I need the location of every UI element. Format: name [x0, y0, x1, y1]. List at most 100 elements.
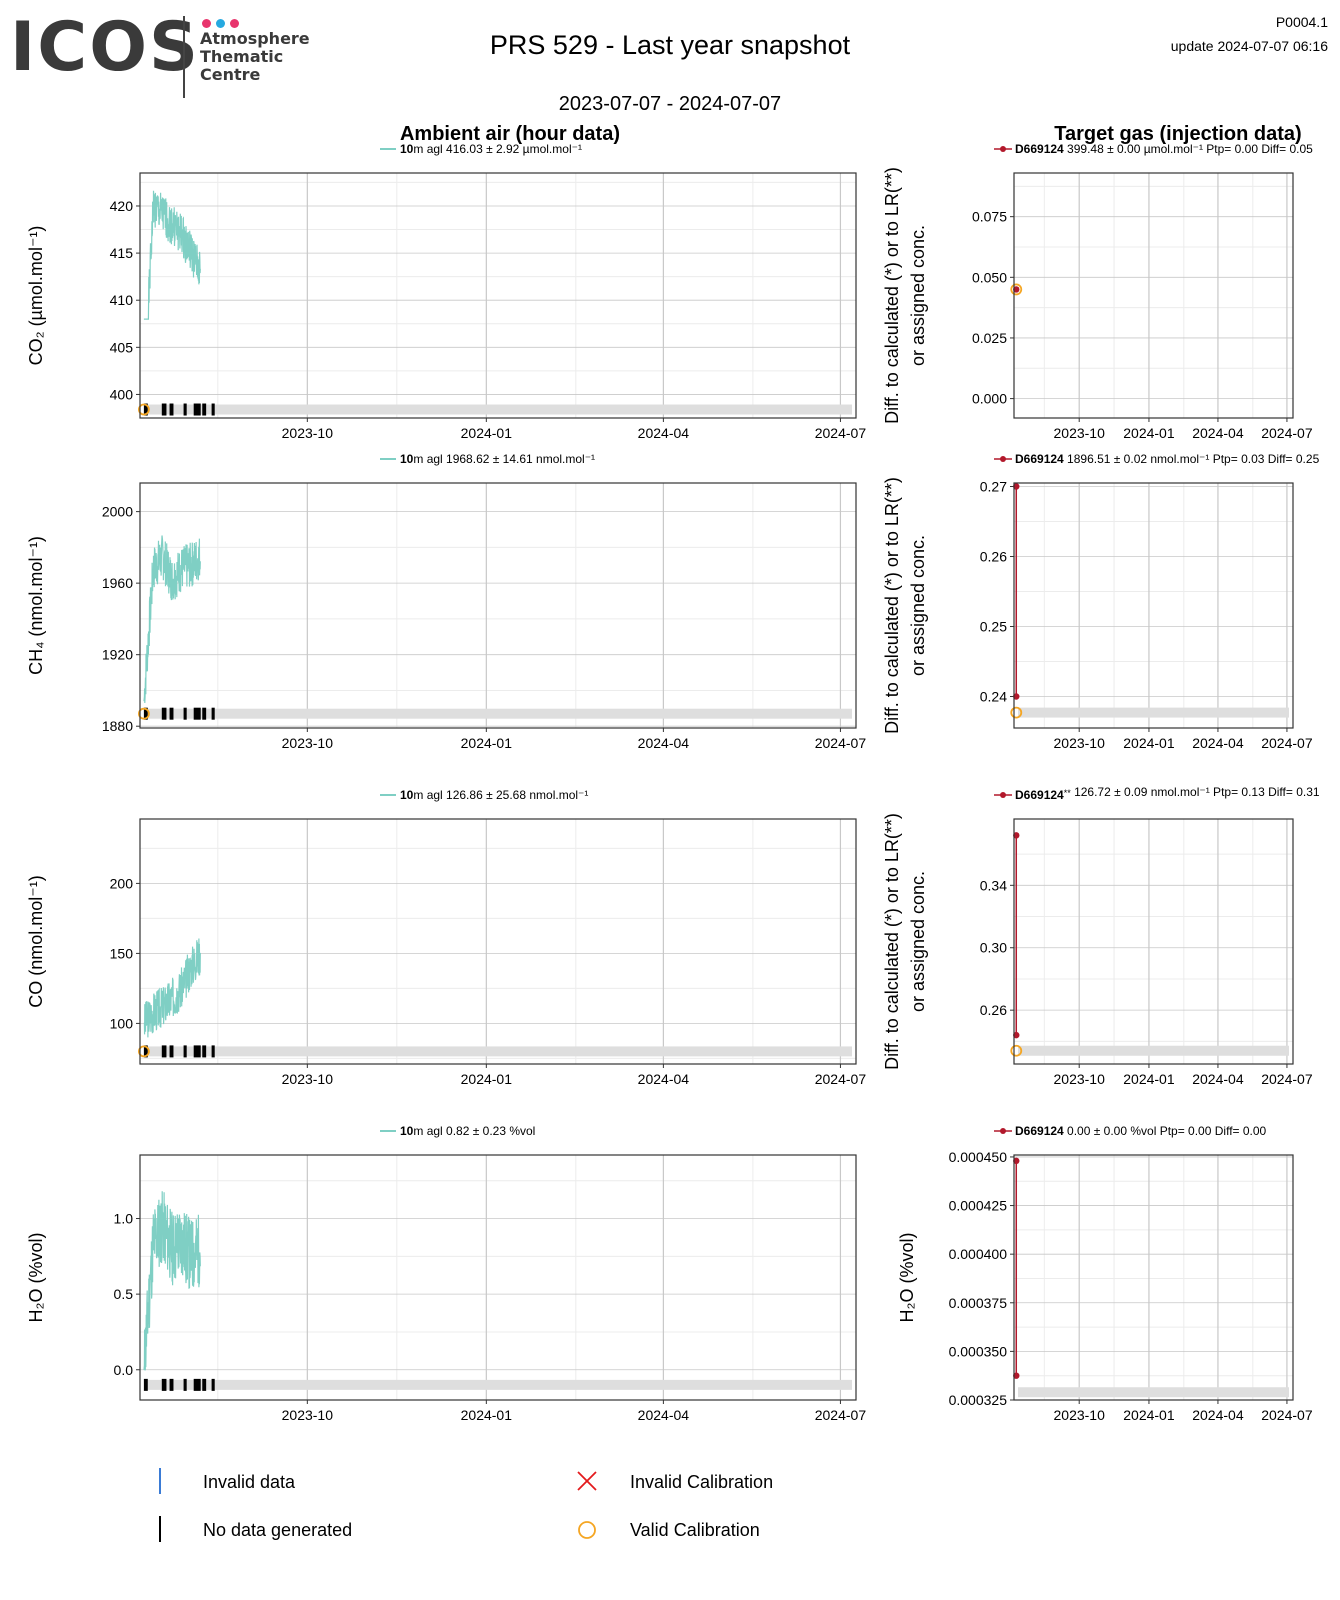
y-tick-label: 1920: [102, 647, 133, 663]
y-tick-label: 0.000400: [949, 1246, 1008, 1262]
panel-border: [1013, 172, 1294, 419]
no-data-mark: [183, 403, 187, 416]
x-tick-label: 2024-04: [1192, 1071, 1244, 1087]
y-tick-label: 2000: [102, 504, 133, 520]
x-tick-label: 2024-01: [1123, 425, 1175, 441]
x-tick-label: 2023-10: [1054, 735, 1106, 751]
ambient-series-line: [143, 535, 201, 704]
valid-calibration-marker: [1010, 283, 1023, 296]
x-tick-label: 2024-01: [461, 1071, 513, 1087]
y-tick-label: 0.000425: [949, 1198, 1008, 1214]
no-data-mark: [169, 1378, 174, 1391]
status-bar: [144, 1379, 852, 1390]
logo-dots: [202, 15, 244, 33]
target-point: [1013, 1157, 1020, 1165]
status-bar: [144, 404, 852, 415]
no-data-mark: [143, 403, 148, 416]
chart-h2o-target: 0.000325 0.000350 0.000375 0.000400 0.000425…: [897, 1124, 1313, 1423]
series-legend: D669124** 126.72 ± 0.09 nmol.mol⁻¹ Ptp= …: [1015, 785, 1320, 802]
series-legend: 10m agl 126.86 ± 25.68 nmol.mol⁻¹: [400, 788, 588, 802]
y-tick-label: 0.5: [114, 1286, 134, 1302]
no-data-mark: [202, 403, 207, 416]
y-tick-label: 0.000: [972, 391, 1007, 407]
y-tick-label: 0.26: [980, 549, 1007, 565]
x-tick-label: 2024-04: [1192, 425, 1244, 441]
x-tick-label: 2023-10: [1054, 1407, 1106, 1423]
status-bar: [1018, 1045, 1289, 1056]
no-data-mark: [169, 1045, 174, 1058]
x-tick-label: 2024-01: [461, 1407, 513, 1423]
y-tick-label: 0.000450: [949, 1149, 1008, 1165]
no-data-mark: [169, 403, 174, 416]
x-tick-label: 2024-04: [638, 1407, 690, 1423]
no-data-mark: [202, 1378, 207, 1391]
x-tick-label: 2023-10: [282, 1071, 334, 1087]
y-tick-label: 0.000325: [949, 1392, 1008, 1408]
chart-co2-target: 0.000 0.025 0.050 0.075 2023-10 2024-01 2024-0…: [882, 142, 1313, 441]
x-tick-label: 2024-01: [1123, 735, 1175, 751]
series-legend: 10m agl 0.82 ± 0.23 %vol: [400, 1124, 535, 1138]
document-id: P0004.1: [1275, 14, 1328, 30]
panel-border: [1013, 818, 1294, 1065]
x-tick-label: 2024-04: [1192, 735, 1244, 751]
no-data-mark: [211, 1378, 215, 1391]
no-data-mark: [193, 1378, 201, 1391]
x-tick-label: 2024-07: [1261, 1407, 1313, 1423]
y-tick-label: 0.34: [980, 877, 1007, 893]
target-point: [1013, 693, 1020, 700]
x-tick-label: 2023-10: [282, 735, 334, 751]
legend-point: [1000, 1128, 1006, 1134]
series-legend: 10m agl 1968.62 ± 14.61 nmol.mol⁻¹: [400, 452, 595, 466]
y-tick-label: 0.000350: [949, 1343, 1008, 1359]
target-point: [1013, 483, 1020, 490]
y-tick-label: 0.30: [980, 940, 1007, 956]
chart-panels: 400 405 410 415 420 2023-10 2024-01 2024-04 2024…: [26, 142, 1320, 1423]
legend-symbols: [159, 1468, 597, 1542]
no-data-mark: [202, 707, 207, 720]
no-data-mark: [161, 403, 167, 416]
panel-border: [139, 1154, 857, 1401]
status-bar: [1018, 1387, 1289, 1398]
no-data-mark: [193, 707, 201, 720]
y-tick-label: 0.26: [980, 1002, 1007, 1018]
chart-ch4-ambient: 1880 1920 1960 2000 2023-10 2024-01 2024-04 202…: [26, 452, 866, 751]
series-legend: D669124 0.00 ± 0.00 %vol Ptp= 0.00 Diff=…: [1015, 1124, 1267, 1138]
y-tick-label: 150: [110, 945, 134, 961]
target-column-title: Target gas (injection data): [1054, 123, 1301, 145]
y-axis-title: H₂O (%vol): [897, 1233, 917, 1323]
panel-border: [1013, 1154, 1294, 1401]
x-tick-label: 2023-10: [282, 425, 334, 441]
y-axis-title: Diff. to calculated (*) or to LR(**): [882, 167, 902, 424]
legend-point: [1000, 146, 1006, 152]
chart-co2-ambient: 400 405 410 415 420 2023-10 2024-01 2024-04 2024…: [26, 142, 866, 441]
target-point: [1013, 832, 1020, 839]
status-bar: [144, 708, 852, 719]
y-axis-title: Diff. to calculated (*) or to LR(**): [882, 813, 902, 1070]
valid-calibration-marker: [137, 1045, 150, 1058]
no-data-mark: [161, 1045, 167, 1058]
y-tick-label: 0.000375: [949, 1295, 1008, 1311]
panel-border: [139, 482, 857, 729]
y-tick-label: 0.27: [980, 479, 1007, 495]
chart-legend: Invalid data No data generated Invalid C…: [0, 1460, 1340, 1580]
logo-dot: [230, 19, 239, 28]
no-data-mark: [161, 1378, 167, 1391]
no-data-mark: [211, 707, 215, 720]
target-point: [1013, 286, 1020, 293]
no-data-mark: [183, 707, 187, 720]
y-tick-label: 1.0: [114, 1211, 134, 1227]
logo-dot: [216, 19, 225, 28]
no-data-mark: [183, 1378, 187, 1391]
chart-ch4-target: 0.24 0.25 0.26 0.27 2023-10 2024-01 2024-04 202…: [882, 452, 1320, 751]
logo-subtitle: Atmosphere Thematic Centre: [200, 30, 310, 84]
no-data-mark: [193, 403, 201, 416]
panel-border: [1013, 482, 1294, 729]
series-legend: 10m agl 416.03 ± 2.92 µmol.mol⁻¹: [400, 142, 582, 156]
y-tick-label: 0.25: [980, 619, 1007, 635]
valid-calibration-marker: [137, 403, 150, 416]
status-bar: [1018, 707, 1289, 718]
x-tick-label: 2024-07: [1261, 735, 1313, 751]
x-tick-label: 2024-01: [461, 735, 513, 751]
no-data-mark: [143, 1378, 148, 1391]
series-legend: D669124 399.48 ± 0.00 µmol.mol⁻¹ Ptp= 0.…: [1015, 142, 1313, 156]
